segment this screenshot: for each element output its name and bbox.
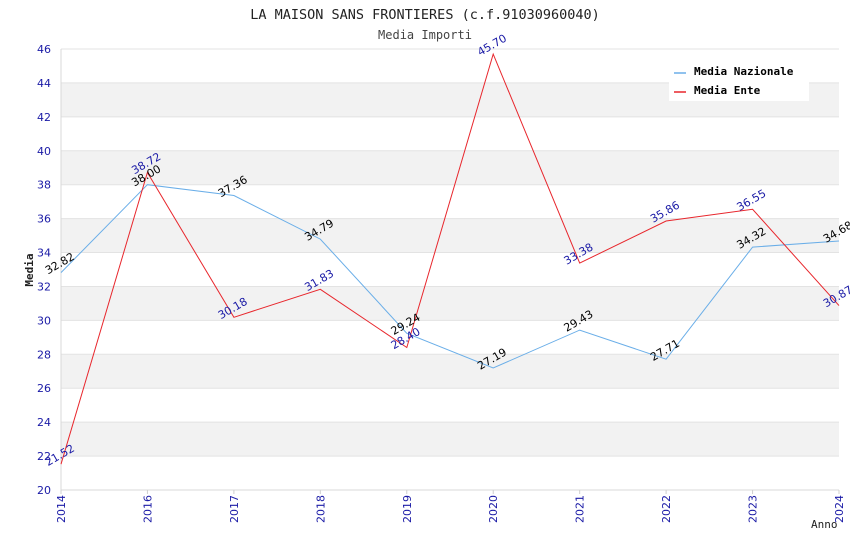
y-tick-label: 42 [37, 111, 51, 124]
legend: Media Nazionale Media Ente [669, 60, 809, 101]
x-tick-label: 2023 [747, 495, 760, 523]
gridlines [60, 48, 840, 494]
x-tick-label: 2021 [574, 495, 587, 523]
y-tick-label: 32 [37, 280, 51, 293]
y-tick-label: 20 [37, 484, 51, 497]
y-tick-label: 34 [37, 247, 51, 260]
y-tick-label: 28 [37, 348, 51, 361]
legend-box [669, 60, 809, 101]
x-tick-label: 2019 [401, 495, 414, 523]
grid-band [61, 388, 839, 423]
y-tick-label: 38 [37, 179, 51, 192]
x-tick-label: 2017 [228, 495, 241, 523]
grid-band [61, 150, 839, 185]
chart-subtitle: Media Importi [378, 28, 472, 42]
grid-band [61, 354, 839, 389]
y-tick-label: 24 [37, 416, 51, 429]
y-tick-label: 26 [37, 382, 51, 395]
x-tick-label: 2020 [487, 495, 500, 523]
y-tick-label: 46 [37, 43, 51, 56]
x-tick-label: 2018 [314, 495, 327, 523]
x-tick-label: 2014 [55, 495, 68, 523]
x-axis-ticks: 2014 2016 2017 2018 2019 2020 2021 2022 2023 2024 [55, 495, 846, 523]
series-line-media-ente [60, 52, 840, 465]
legend-label-media-nazionale: Media Nazionale [694, 65, 794, 78]
grid-band [61, 456, 839, 490]
y-tick-label: 36 [37, 213, 51, 226]
y-axis-label: Media [23, 253, 36, 286]
x-tick-label: 2024 [833, 495, 846, 523]
series-line-media-nazionale [60, 184, 840, 369]
x-tick-label: 2022 [660, 495, 673, 523]
grid-band [61, 218, 839, 253]
y-tick-label: 30 [37, 314, 51, 327]
grid-band [61, 116, 839, 151]
y-tick-label: 22 [37, 450, 51, 463]
grid-band [61, 320, 839, 355]
grid-band [61, 252, 839, 287]
x-tick-label: 2016 [141, 495, 154, 523]
grid-bands [61, 49, 839, 490]
legend-label-media-ente: Media Ente [694, 84, 761, 97]
y-tick-label: 40 [37, 145, 51, 158]
x-axis-label: Anno [811, 518, 838, 531]
series-lines [60, 52, 840, 465]
grid-band [61, 422, 839, 457]
y-tick-label: 44 [37, 77, 51, 90]
chart-title: LA MAISON SANS FRONTIERES (c.f.910309600… [250, 7, 600, 23]
grid-band [61, 286, 839, 321]
y-axis-ticks: 20 22 24 26 28 30 32 34 36 38 40 42 44 46 [37, 43, 51, 497]
